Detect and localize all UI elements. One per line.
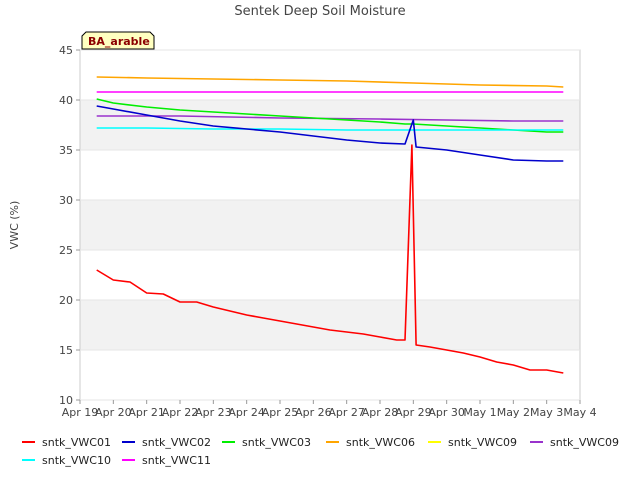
y-tick-label: 45 — [59, 44, 73, 57]
legend-swatch — [326, 441, 339, 443]
legend-item: sntk_VWC09 — [428, 434, 517, 450]
legend-label: sntk_VWC09 — [448, 435, 517, 449]
y-tick-label: 35 — [59, 144, 73, 157]
legend-item: sntk_VWC09 — [530, 434, 619, 450]
legend-swatch — [122, 459, 135, 461]
y-tick-label: 40 — [59, 94, 73, 107]
legend: sntk_VWC01 sntk_VWC02 sntk_VWC03 sntk_VWC06… — [0, 432, 640, 476]
legend-swatch — [530, 441, 543, 443]
legend-label: sntk_VWC02 — [142, 435, 211, 449]
y-tick-label: 20 — [59, 294, 73, 307]
x-tick-label: Apr 19 — [62, 406, 99, 419]
x-tick-label: May 3 — [530, 406, 563, 419]
legend-item: sntk_VWC01 — [22, 434, 111, 450]
legend-label: sntk_VWC09 — [550, 435, 619, 449]
y-tick-label: 30 — [59, 194, 73, 207]
plot-background — [79, 49, 581, 401]
series-line-sntk-vwc06 — [96, 76, 564, 88]
x-tick-label: Apr 28 — [362, 406, 399, 419]
grid-band — [80, 350, 580, 400]
grid-band — [80, 300, 580, 350]
x-tick-label: May 4 — [563, 406, 596, 419]
grid-band — [80, 150, 580, 200]
x-tick-label: Apr 29 — [395, 406, 432, 419]
legend-swatch — [22, 441, 35, 443]
y-axis-label: VWC (%) — [8, 201, 21, 250]
x-tick-label: Apr 26 — [295, 406, 332, 419]
legend-label: sntk_VWC10 — [42, 453, 111, 467]
series-line-sntk-vwc10 — [96, 127, 564, 131]
grid-band — [80, 200, 580, 250]
x-tick-label: Apr 24 — [228, 406, 265, 419]
legend-label: sntk_VWC03 — [242, 435, 311, 449]
series-line-sntk-vwc01 — [96, 144, 564, 374]
legend-swatch — [222, 441, 235, 443]
legend-item: sntk_VWC02 — [122, 434, 211, 450]
series-line-sntk-vwc09 — [96, 115, 564, 122]
legend-swatch — [22, 459, 35, 461]
legend-item: sntk_VWC03 — [222, 434, 311, 450]
y-tick-label: 25 — [59, 244, 73, 257]
x-tick-label: Apr 27 — [328, 406, 365, 419]
site-label: BA_arable — [88, 35, 150, 48]
grid-band — [80, 250, 580, 300]
x-tick-label: Apr 21 — [128, 406, 165, 419]
legend-label: sntk_VWC01 — [42, 435, 111, 449]
x-tick-label: May 1 — [463, 406, 496, 419]
legend-label: sntk_VWC11 — [142, 453, 211, 467]
x-tick-label: Apr 22 — [162, 406, 199, 419]
chart: Sentek Deep Soil Moisture 10 15 20 25 30 35 40… — [8, 4, 597, 419]
chart-title: Sentek Deep Soil Moisture — [234, 4, 405, 19]
x-tick-label: Apr 25 — [262, 406, 299, 419]
x-tick-label: Apr 23 — [195, 406, 232, 419]
y-tick-label: 15 — [59, 344, 73, 357]
grid — [80, 49, 580, 401]
legend-item: sntk_VWC06 — [326, 434, 415, 450]
legend-swatch — [122, 441, 135, 443]
x-tick-label: Apr 30 — [428, 406, 465, 419]
legend-label: sntk_VWC06 — [346, 435, 415, 449]
x-tick-label: May 2 — [497, 406, 530, 419]
legend-swatch — [428, 441, 441, 443]
legend-item: sntk_VWC10 — [22, 452, 111, 468]
y-axis-ticks: 10 15 20 25 30 35 40 45 — [59, 44, 80, 407]
legend-item: sntk_VWC11 — [122, 452, 211, 468]
x-tick-label: Apr 20 — [95, 406, 132, 419]
series-line-sntk-vwc02 — [96, 105, 564, 162]
series-line-sntk-vwc03 — [96, 98, 564, 133]
y-tick-label: 10 — [59, 394, 73, 407]
site-badge: BA_arable — [81, 31, 155, 50]
series-lines — [96, 76, 564, 374]
